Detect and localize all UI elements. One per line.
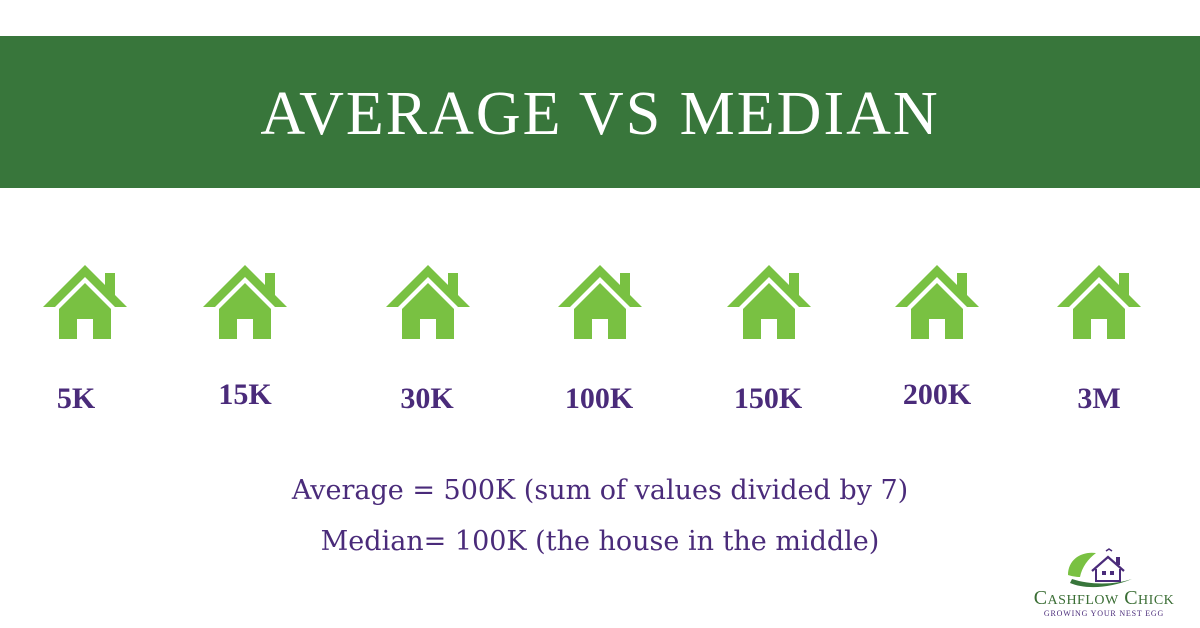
logo-tagline: GROWING YOUR NEST EGG: [1043, 609, 1165, 618]
nest-house-logo-icon: [1062, 545, 1138, 593]
house-price-label: 3M: [1077, 382, 1121, 415]
house-icon: [41, 263, 129, 341]
title-banner: AVERAGE VS MEDIAN: [0, 36, 1200, 188]
brand-logo: Cashflow Chick GROWING YOUR NEST EGG: [1018, 545, 1190, 625]
house-icon: [384, 263, 472, 341]
house-price-label: 100K: [564, 382, 634, 415]
house-icon: [893, 263, 981, 341]
median-line: Median= 100K (the house in the middle): [320, 526, 880, 557]
logo-name: Cashflow Chick: [1033, 587, 1175, 609]
house-icon: [556, 263, 644, 341]
house-price-label: 200K: [902, 378, 972, 411]
average-line: Average = 500K (sum of values divided by…: [291, 475, 909, 506]
house-price-label: 15K: [218, 378, 272, 411]
house-price-label: 5K: [56, 382, 96, 415]
page-title: AVERAGE VS MEDIAN: [260, 79, 940, 148]
house-price-label: 150K: [733, 382, 803, 415]
house-icon: [725, 263, 813, 341]
house-icon: [201, 263, 289, 341]
house-icon: [1055, 263, 1143, 341]
house-price-label: 30K: [400, 382, 454, 415]
